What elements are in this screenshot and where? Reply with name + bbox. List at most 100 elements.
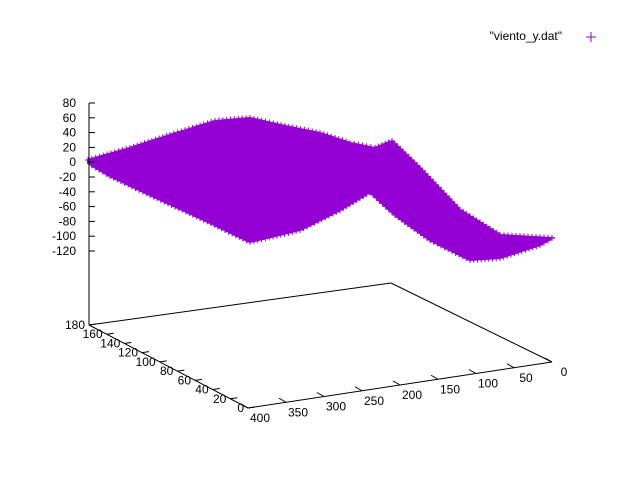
data-point [414, 162, 421, 169]
data-point [382, 203, 389, 210]
data-point [463, 255, 470, 262]
data-point [300, 225, 307, 232]
data-point [175, 205, 182, 212]
data-point [266, 234, 273, 241]
z-tick-label: 80 [63, 96, 77, 110]
data-point [107, 150, 114, 157]
data-point [375, 143, 382, 150]
data-point [262, 118, 269, 125]
y-tick-mark [247, 406, 256, 409]
data-point [114, 176, 121, 183]
data-point [197, 215, 203, 221]
data-point [422, 170, 429, 177]
data-point [398, 216, 405, 223]
legend-label: "viento_y.dat" [490, 29, 562, 43]
z-tick-label: -60 [59, 200, 77, 214]
z-tick-label: -20 [59, 170, 77, 184]
data-point [359, 142, 366, 149]
data-point [355, 141, 362, 148]
data-point [161, 198, 168, 205]
data-point [389, 138, 395, 144]
data-point [441, 244, 448, 251]
data-point [408, 156, 415, 163]
data-point [529, 244, 536, 251]
data-point [204, 120, 211, 127]
data-point [545, 237, 551, 244]
data-point [96, 166, 102, 173]
data-point [403, 151, 409, 158]
data-point [397, 146, 404, 153]
data-point [423, 234, 430, 241]
data-point [208, 119, 215, 126]
data-point [174, 129, 181, 136]
data-point [483, 223, 490, 230]
data-point [141, 140, 148, 147]
data-point [500, 253, 507, 260]
data-point [526, 245, 533, 252]
data-point [395, 214, 402, 221]
data-point [470, 215, 477, 222]
y-tick-label: 40 [195, 383, 209, 397]
data-point [487, 225, 493, 232]
data-point [243, 237, 250, 244]
data-point [351, 140, 358, 147]
data-point [152, 136, 159, 143]
data-point [172, 203, 178, 210]
data-point [339, 137, 346, 144]
y-tick-mark [159, 360, 167, 363]
data-point [507, 251, 514, 258]
y-tick-mark [141, 351, 150, 354]
data-point [357, 195, 363, 201]
data-point [182, 127, 188, 134]
data-point [463, 211, 470, 218]
data-point [197, 122, 203, 129]
data-point [200, 216, 207, 223]
y-tick-label: 180 [65, 318, 85, 332]
data-point [376, 197, 383, 204]
data-point [394, 143, 401, 150]
z-tick-label: -120 [52, 244, 76, 258]
data-point [168, 201, 175, 208]
data-point [305, 127, 312, 134]
data-point [425, 173, 431, 180]
data-point [250, 238, 257, 245]
floor-back-edge [88, 282, 392, 326]
data-point [445, 246, 452, 253]
data-point [443, 193, 450, 199]
data-point [277, 231, 284, 238]
data-point [441, 190, 447, 197]
data-point [125, 181, 132, 188]
data-point [225, 228, 232, 235]
y-tick-mark [88, 323, 97, 326]
data-point [350, 199, 357, 205]
x-tick-label: 300 [326, 400, 346, 414]
x-tick-label: 350 [288, 405, 308, 419]
data-point [258, 236, 265, 243]
x-tick-mark [544, 357, 553, 363]
x-tick-mark [316, 392, 325, 397]
data-point [518, 247, 525, 254]
data-point [229, 230, 236, 237]
data-point [121, 179, 128, 186]
x-tick-label: 0 [561, 365, 568, 379]
data-point [193, 123, 200, 130]
data-point [467, 213, 473, 220]
x-tick-mark [430, 374, 439, 380]
y-tick-label: 100 [136, 355, 156, 369]
data-point [467, 257, 473, 263]
data-point [392, 212, 398, 218]
data-point [324, 132, 331, 139]
data-point [211, 221, 218, 228]
data-point [533, 243, 540, 250]
data-point [335, 136, 342, 143]
x-tick-mark [506, 363, 515, 369]
y-tick-mark [212, 388, 220, 391]
z-tick-label: -100 [52, 229, 76, 243]
z-tick-label: -40 [59, 185, 77, 199]
y-tick-label: 80 [160, 364, 174, 378]
data-point [148, 137, 155, 144]
data-point [401, 218, 408, 225]
data-point [420, 232, 427, 239]
data-point [123, 146, 130, 153]
